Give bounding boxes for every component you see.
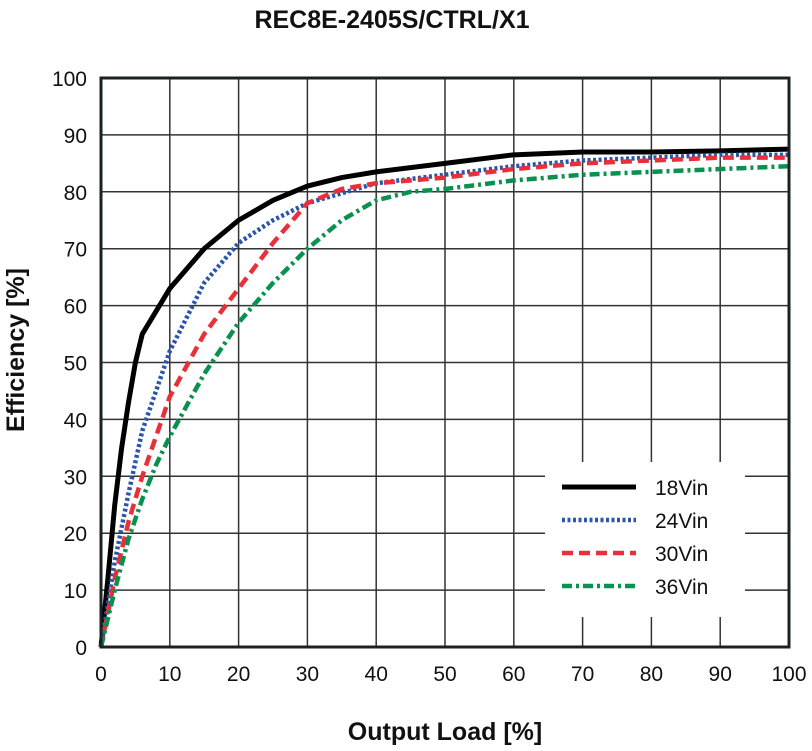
x-tick-label: 20 [227, 663, 250, 686]
y-tick-label: 30 [64, 466, 87, 489]
y-tick-label: 20 [64, 523, 87, 546]
y-tick-label: 100 [52, 68, 87, 91]
legend-label: 24Vin [655, 510, 708, 533]
x-tick-label: 70 [571, 663, 594, 686]
x-tick-label: 80 [640, 663, 663, 686]
x-tick-label: 50 [433, 663, 456, 686]
chart-title: REC8E-2405S/CTRL/X1 [254, 6, 529, 34]
y-tick-label: 0 [75, 637, 87, 660]
y-tick-label: 80 [64, 182, 87, 205]
x-tick-label: 10 [158, 663, 181, 686]
y-tick-label: 40 [64, 409, 87, 432]
series-line-18vin [98, 146, 790, 648]
x-tick-label: 40 [365, 663, 388, 686]
y-tick-label: 50 [64, 353, 87, 376]
legend-label: 18Vin [655, 477, 708, 500]
legend-label: 30Vin [655, 543, 708, 566]
y-tick-label: 70 [64, 239, 87, 262]
series-line-36vin [98, 163, 790, 648]
legend-label: 36Vin [655, 576, 708, 599]
x-tick-label: 0 [95, 663, 107, 686]
series-line-24vin [98, 152, 789, 648]
x-tick-label: 100 [771, 663, 806, 686]
x-tick-label: 30 [296, 663, 319, 686]
x-tick-label: 60 [502, 663, 525, 686]
y-axis-label: Efficiency [%] [2, 268, 30, 432]
x-tick-label: 90 [709, 663, 732, 686]
y-tick-label: 90 [64, 125, 87, 148]
x-axis-label: Output Load [%] [348, 718, 542, 746]
y-tick-label: 10 [64, 580, 87, 603]
plot-frame [99, 76, 791, 649]
y-tick-label: 60 [64, 296, 87, 319]
series-line-30vin [98, 155, 789, 648]
legend: 18Vin 24Vin 30Vin 36Vin [545, 462, 745, 617]
